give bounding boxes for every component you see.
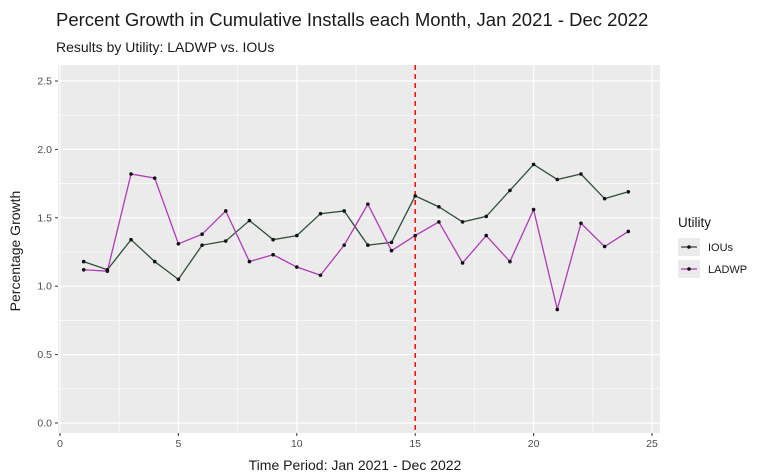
series-line-ladwp <box>83 173 629 310</box>
legend-label-ladwp: LADWP <box>708 264 747 276</box>
data-point-ladwp <box>247 259 252 264</box>
data-point-ladwp <box>105 269 110 273</box>
data-point-ious <box>602 196 607 201</box>
data-point-ious <box>129 237 133 242</box>
data-point-ious <box>318 211 323 216</box>
data-point-ious <box>200 243 204 247</box>
legend-title: Utility <box>678 215 711 230</box>
legend: Utility IOUs LADWP <box>678 215 747 278</box>
y-axis-title: Percentage Growth <box>7 191 23 312</box>
legend-key-point <box>687 245 691 249</box>
data-point-ladwp <box>366 202 370 206</box>
data-point-ious <box>555 177 560 182</box>
chart-title: Percent Growth in Cumulative Installs ea… <box>56 9 649 30</box>
x-tick-label: 0 <box>57 438 63 450</box>
data-point-ious <box>626 190 631 194</box>
y-tick-label: 1.5 <box>37 212 52 224</box>
data-point-ladwp <box>531 207 536 212</box>
data-point-ious <box>579 172 583 176</box>
x-tick-label: 5 <box>175 438 181 450</box>
legend-label-ious: IOUs <box>708 242 734 254</box>
data-point-ladwp <box>484 233 489 238</box>
data-point-ious <box>413 194 418 198</box>
y-tick-label: 0.5 <box>37 349 52 361</box>
data-point-ladwp <box>602 244 607 249</box>
axis-ticks: 0 5 10 15 20 25 0.0 0.5 1.0 1.5 2.0 2.5 <box>37 76 658 451</box>
data-point-ladwp <box>342 243 346 247</box>
series-points <box>81 162 631 312</box>
data-point-ladwp <box>508 259 512 264</box>
y-tick-label: 0.0 <box>37 418 52 430</box>
data-point-ious <box>295 233 299 238</box>
data-point-ious <box>437 205 441 209</box>
data-point-ladwp <box>295 265 299 269</box>
x-tick-label: 15 <box>409 438 421 450</box>
y-tick-label: 2.5 <box>37 76 52 88</box>
data-point-ious <box>152 259 157 264</box>
data-point-ladwp <box>223 209 228 213</box>
gridlines <box>58 65 660 433</box>
series-line-ious <box>83 163 629 281</box>
data-point-ladwp <box>579 221 583 226</box>
data-point-ladwp <box>413 233 418 238</box>
x-tick-label: 20 <box>528 438 540 450</box>
y-tick-label: 2.0 <box>37 144 52 156</box>
data-point-ladwp <box>389 248 394 253</box>
panel-background <box>58 65 660 433</box>
x-axis-title: Time Period: Jan 2021 - Dec 2022 <box>249 457 462 473</box>
data-point-ious <box>176 277 181 282</box>
data-point-ladwp <box>460 261 465 265</box>
data-point-ladwp <box>152 176 157 180</box>
data-point-ladwp <box>200 232 204 237</box>
data-point-ious <box>484 214 489 219</box>
legend-key-point <box>687 267 691 271</box>
data-point-ladwp <box>129 172 133 176</box>
series-lines <box>83 163 629 310</box>
x-tick-label: 10 <box>291 438 303 450</box>
data-point-ladwp <box>437 220 441 224</box>
data-point-ious <box>366 243 370 247</box>
data-point-ious <box>508 188 512 193</box>
plot-panel <box>58 65 660 433</box>
data-point-ious <box>389 240 394 245</box>
data-point-ious <box>531 162 536 167</box>
data-point-ladwp <box>318 273 323 278</box>
x-tick-label: 25 <box>646 438 658 450</box>
data-point-ious <box>460 220 465 224</box>
data-point-ious <box>247 218 252 223</box>
data-point-ladwp <box>176 241 181 246</box>
data-point-ious <box>81 259 86 264</box>
data-point-ious <box>271 237 275 242</box>
data-point-ladwp <box>81 267 86 272</box>
data-point-ladwp <box>555 307 560 312</box>
chart-subtitle: Results by Utility: LADWP vs. IOUs <box>56 39 275 55</box>
data-point-ladwp <box>626 229 631 234</box>
data-point-ladwp <box>271 252 275 257</box>
y-tick-label: 1.0 <box>37 281 52 293</box>
data-point-ious <box>342 209 346 213</box>
data-point-ious <box>223 239 228 243</box>
